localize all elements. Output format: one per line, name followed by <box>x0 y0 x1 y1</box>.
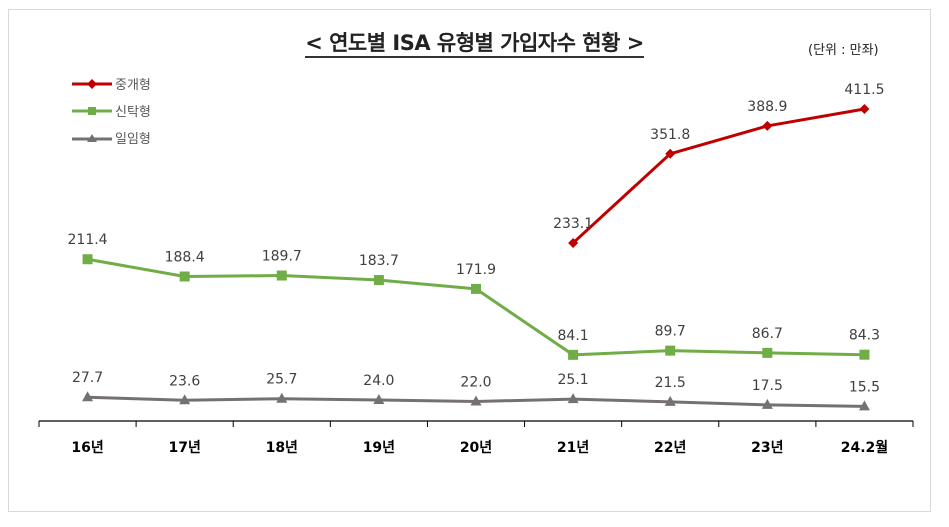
data-label: 25.7 <box>266 372 297 388</box>
data-label: 183.7 <box>359 253 399 269</box>
data-label: 211.4 <box>68 232 108 248</box>
legend-item-trust: 신탁형 <box>72 97 151 124</box>
data-label: 84.1 <box>558 328 589 344</box>
series-line <box>572 107 865 245</box>
data-label: 17.5 <box>752 378 783 394</box>
chart-title-text: < 연도별 ISA 유형별 가입자수 현황 > <box>305 31 644 58</box>
x-axis-label: 16년 <box>71 440 103 456</box>
data-label: 15.5 <box>849 379 880 395</box>
gray-triangle-line-icon <box>72 133 112 142</box>
square-marker-icon <box>471 283 481 294</box>
chart-title: < 연도별 ISA 유형별 가입자수 현황 > <box>0 27 949 58</box>
diamond-marker-icon <box>762 120 773 131</box>
data-label: 27.7 <box>72 370 103 386</box>
diamond-marker-icon <box>859 103 870 114</box>
triangle-marker-icon <box>179 394 191 405</box>
x-axis-label: 20년 <box>460 440 492 456</box>
data-label: 25.1 <box>558 372 589 388</box>
chart-frame <box>8 9 931 512</box>
diamond-marker-icon <box>665 148 676 159</box>
triangle-marker-icon <box>276 392 288 403</box>
data-label: 188.4 <box>165 250 205 266</box>
green-square-line-icon <box>72 106 112 115</box>
data-label: 233.1 <box>553 216 593 232</box>
square-marker-icon <box>82 254 93 265</box>
triangle-marker-icon <box>664 395 676 406</box>
data-label: 351.8 <box>650 127 690 143</box>
x-axis-label: 23년 <box>751 440 783 456</box>
square-marker-icon <box>568 349 579 360</box>
x-axis-label: 22년 <box>654 440 686 456</box>
data-label: 86.7 <box>752 326 783 342</box>
data-label: 89.7 <box>655 324 686 340</box>
square-marker-icon <box>373 275 384 286</box>
data-label: 23.6 <box>169 373 200 389</box>
square-marker-icon <box>665 345 676 356</box>
data-label: 411.5 <box>844 82 884 98</box>
data-label: 21.5 <box>655 375 686 391</box>
square-marker-icon <box>859 349 870 360</box>
data-label: 171.9 <box>456 262 496 278</box>
triangle-marker-icon <box>470 395 482 406</box>
square-marker-icon <box>276 270 287 281</box>
legend-label: 중개형 <box>115 78 151 93</box>
data-label: 22.0 <box>460 374 491 390</box>
data-label: 84.3 <box>849 328 880 344</box>
legend-item-discretionary: 일임형 <box>72 124 151 151</box>
triangle-marker-icon <box>373 393 385 404</box>
legend-item-brokerage: 중개형 <box>72 70 151 97</box>
triangle-marker-icon <box>567 393 579 404</box>
legend: 중개형 신탁형 일임형 <box>72 70 151 151</box>
x-axis-label: 19년 <box>363 440 395 456</box>
x-axis-label: 18년 <box>266 440 298 456</box>
legend-label: 신탁형 <box>115 105 151 120</box>
triangle-marker-icon <box>858 400 870 411</box>
square-marker-icon <box>762 347 773 358</box>
x-axis-label: 24.2월 <box>841 439 888 456</box>
triangle-marker-icon <box>82 391 94 402</box>
data-label: 388.9 <box>747 99 787 115</box>
data-label: 189.7 <box>262 249 302 265</box>
x-axis-label: 21년 <box>557 440 589 456</box>
data-label: 24.0 <box>363 373 394 389</box>
triangle-marker-icon <box>761 398 773 409</box>
red-diamond-line-icon <box>72 78 112 89</box>
square-marker-icon <box>179 271 190 282</box>
unit-label: (단위 : 만좌) <box>808 43 879 58</box>
x-axis-label: 17년 <box>168 440 200 456</box>
diamond-marker-icon <box>568 237 579 248</box>
legend-label: 일임형 <box>115 132 151 147</box>
